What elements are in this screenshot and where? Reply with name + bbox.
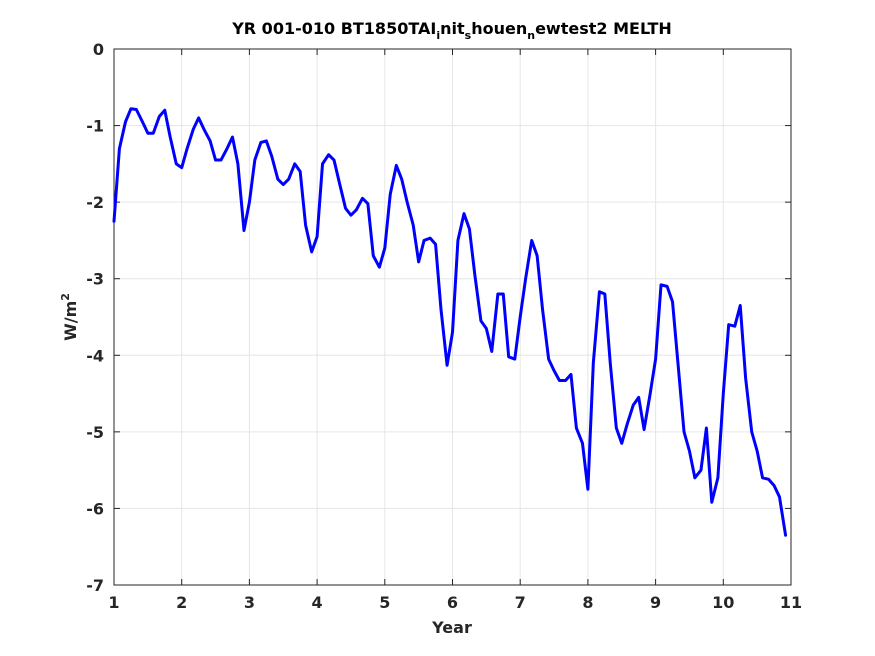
title-subscript-3: n <box>527 29 535 42</box>
x-tick-label: 2 <box>176 593 187 612</box>
y-tick-label: -6 <box>86 499 104 518</box>
y-tick-label: -4 <box>86 346 104 365</box>
x-axis-label: Year <box>431 618 472 637</box>
y-tick-labels: 0 -1 -2 -3 -4 -5 -6 -7 <box>86 40 104 595</box>
y-tick-label: 0 <box>93 40 104 59</box>
y-tick-label: -7 <box>86 576 104 595</box>
y-axis-label-superscript: 2 <box>59 293 72 301</box>
x-tick-label: 7 <box>515 593 526 612</box>
x-tick-labels: 1 2 3 4 5 6 7 8 9 10 11 <box>108 593 802 612</box>
y-tick-label: -3 <box>86 270 104 289</box>
x-tick-label: 4 <box>312 593 323 612</box>
x-tick-label: 9 <box>650 593 661 612</box>
y-tick-label: -5 <box>86 423 104 442</box>
title-part-3: houen <box>471 19 527 38</box>
x-tick-label: 1 <box>108 593 119 612</box>
title-subscript-1: i <box>436 29 440 42</box>
title-part-4: ewtest2 MELTH <box>535 19 672 38</box>
chart-title: YR 001-010 BT1850TAIinitshouennewtest2 M… <box>231 19 672 42</box>
y-axis-label-base: W/m <box>61 301 80 341</box>
x-tick-label: 8 <box>582 593 593 612</box>
y-axis-label: W/m2 <box>59 293 80 341</box>
title-subscript-2: s <box>465 29 472 42</box>
x-tick-label: 5 <box>379 593 390 612</box>
x-tick-label: 6 <box>447 593 458 612</box>
x-tick-label: 10 <box>712 593 734 612</box>
title-part-2: nit <box>440 19 465 38</box>
x-tick-label: 3 <box>244 593 255 612</box>
plot-border <box>113 48 792 586</box>
y-tick-label: -1 <box>86 117 104 136</box>
title-main: YR 001-010 BT1850TAI <box>231 19 436 38</box>
y-tick-label: -2 <box>86 193 104 212</box>
x-tick-label: 11 <box>780 593 802 612</box>
series-line-melth <box>112 107 788 537</box>
